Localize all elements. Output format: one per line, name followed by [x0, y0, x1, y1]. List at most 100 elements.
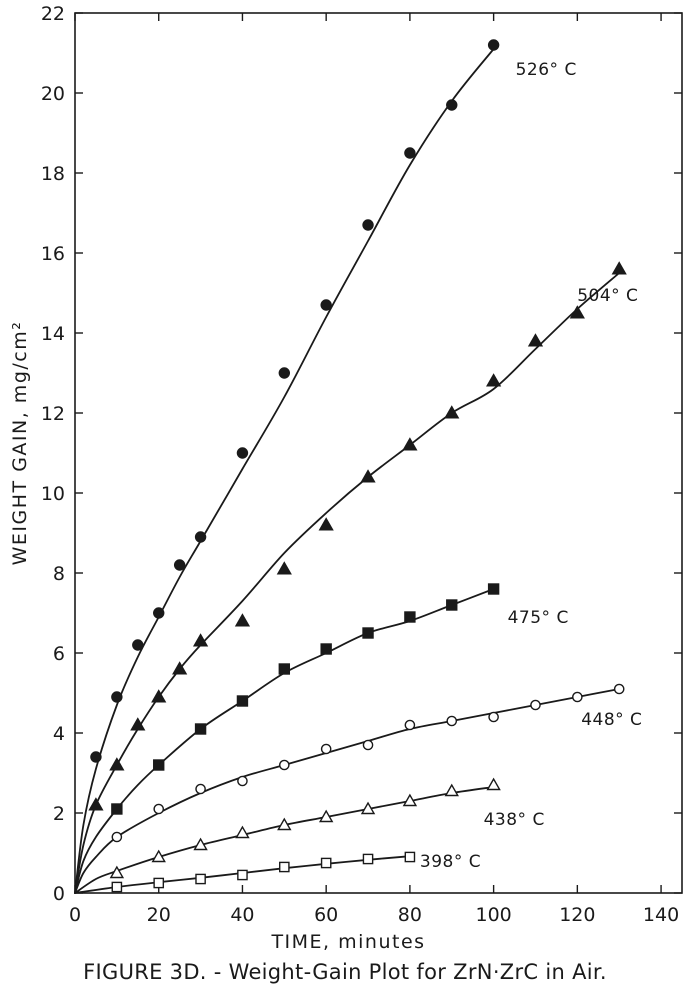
data-point	[486, 777, 501, 791]
plot-frame	[74, 12, 683, 894]
series-curve	[74, 48, 495, 894]
data-point	[109, 865, 125, 879]
series-label: 448° C	[581, 710, 642, 730]
data-point	[88, 797, 104, 811]
x-tick-label: 60	[314, 904, 338, 926]
data-point	[362, 739, 374, 751]
data-point	[277, 817, 292, 831]
data-point	[109, 757, 125, 771]
data-point	[320, 299, 332, 311]
data-point	[151, 849, 166, 863]
data-point	[278, 663, 291, 675]
y-tick-label: 0	[53, 883, 65, 905]
data-point	[404, 147, 416, 159]
data-point	[362, 853, 374, 865]
data-point	[130, 717, 146, 731]
y-tick-label: 10	[41, 483, 65, 505]
data-point	[611, 261, 627, 275]
series-label: 475° C	[508, 608, 569, 628]
data-point	[320, 743, 332, 755]
data-point	[195, 783, 206, 795]
y-tick-label: 14	[41, 323, 65, 345]
x-tick-label: 100	[475, 904, 511, 926]
data-point	[111, 803, 123, 815]
data-point	[234, 613, 251, 627]
x-tick-label: 80	[398, 904, 422, 926]
data-point	[444, 405, 460, 419]
data-point	[360, 469, 376, 483]
data-point	[111, 691, 123, 703]
data-point	[111, 831, 123, 843]
data-point	[320, 643, 332, 655]
y-tick-label: 18	[41, 163, 65, 185]
data-point	[569, 305, 585, 319]
data-point	[153, 607, 165, 619]
data-point	[153, 803, 165, 815]
y-tick-label: 12	[41, 403, 65, 425]
x-tick-label: 0	[69, 904, 81, 926]
data-point	[237, 869, 248, 881]
data-point	[572, 691, 583, 703]
data-point	[402, 793, 418, 807]
series-curve	[74, 786, 495, 894]
data-point	[236, 695, 249, 707]
data-point	[530, 699, 541, 711]
data-point	[172, 661, 188, 675]
data-point	[192, 633, 209, 647]
data-point	[235, 825, 250, 839]
x-tick-label: 140	[643, 904, 679, 926]
series-label: 526° C	[516, 60, 577, 80]
series-label: 438° C	[484, 810, 545, 830]
series-curve	[74, 272, 621, 894]
data-point	[153, 759, 165, 771]
data-point	[90, 751, 102, 763]
y-tick-label: 4	[53, 723, 65, 745]
data-point	[404, 851, 416, 863]
data-point	[279, 759, 290, 771]
series-curve	[74, 688, 621, 894]
y-tick-label: 8	[53, 563, 65, 585]
x-tick-label: 120	[559, 904, 595, 926]
y-axis-title: WEIGHT GAIN, mg/cm²	[9, 321, 31, 566]
y-tick-label: 16	[41, 243, 65, 265]
data-point	[362, 219, 374, 231]
data-point	[237, 775, 248, 787]
data-point	[488, 711, 499, 723]
series-label: 398° C	[420, 852, 481, 872]
data-point	[527, 333, 544, 347]
data-point	[613, 683, 625, 695]
data-point	[318, 517, 334, 531]
data-point	[362, 627, 374, 639]
data-point	[278, 367, 291, 379]
y-tick-label: 20	[41, 83, 65, 105]
data-point	[487, 583, 500, 595]
data-point	[446, 715, 458, 727]
data-point	[194, 531, 207, 543]
data-point	[402, 437, 418, 451]
data-point	[276, 561, 292, 575]
data-point	[404, 719, 416, 731]
data-point	[318, 809, 334, 823]
data-point	[111, 881, 123, 893]
data-point	[404, 611, 416, 623]
data-point	[487, 39, 500, 51]
x-axis-title: TIME, minutes	[270, 931, 425, 953]
data-point	[151, 689, 167, 703]
series-label: 504° C	[577, 286, 638, 306]
data-point	[153, 877, 165, 889]
data-point	[195, 873, 206, 885]
series-curve	[74, 588, 495, 894]
data-point	[279, 861, 290, 873]
data-point	[446, 99, 458, 111]
x-tick-label: 20	[147, 904, 171, 926]
x-tick-label: 40	[230, 904, 254, 926]
data-point	[173, 559, 186, 571]
y-tick-label: 22	[41, 3, 65, 25]
data-point	[444, 783, 459, 797]
data-point	[132, 639, 144, 651]
y-tick-label: 6	[53, 643, 65, 665]
data-point	[486, 373, 502, 387]
figure-caption: FIGURE 3D. - Weight-Gain Plot for ZrN·Zr…	[83, 960, 607, 984]
y-tick-label: 2	[53, 803, 65, 825]
